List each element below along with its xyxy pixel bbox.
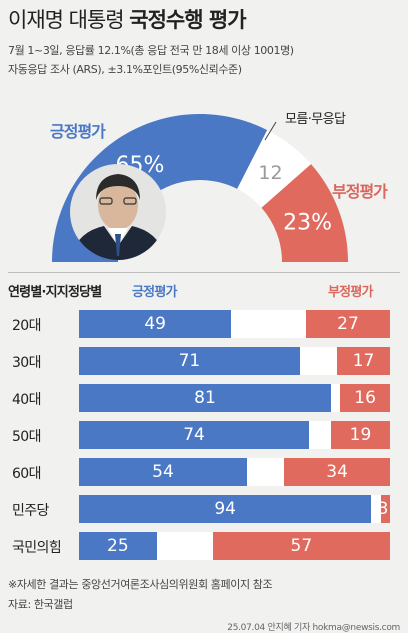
bar-category-label: 30대	[12, 355, 42, 371]
donut-segment-dont-know	[237, 130, 312, 208]
bar-value-negative: 34	[326, 462, 348, 482]
donut-segment-negative	[261, 164, 348, 262]
bar-value-negative: 16	[354, 388, 376, 408]
bar-positive	[79, 421, 310, 449]
bar-negative	[212, 532, 390, 560]
bar-chart-title: 연령별·지지정당별	[8, 285, 102, 300]
donut-label-positive: 긍정평가	[50, 122, 106, 141]
bar-positive	[79, 458, 247, 486]
bar-category-label: 40대	[12, 392, 42, 408]
bar-category-label: 20대	[12, 318, 42, 334]
legend-negative: 부정평가	[328, 285, 373, 300]
bar-positive	[79, 310, 232, 338]
bar-value-positive: 71	[178, 351, 201, 371]
bar-value-negative: 19	[349, 425, 372, 445]
page-title: 이재명 대통령 국정수행 평가	[8, 4, 247, 34]
subtitle-survey-method: 자동응답 조사 (ARS), ±3.1%포인트(95%신뢰수준)	[8, 63, 242, 76]
source-note: 자료: 한국갤럽	[8, 598, 73, 611]
bar-category-label: 60대	[12, 466, 42, 482]
footnote: ※자세한 결과는 중앙선거여론조사심의위원회 홈페이지 참조	[8, 578, 273, 591]
president-portrait	[70, 164, 166, 260]
donut-value-dont-know: 12	[258, 162, 282, 184]
donut-label-dont-know: 모름·무응답	[285, 112, 346, 127]
bar-value-negative: 57	[290, 536, 313, 556]
bar-negative	[380, 495, 390, 523]
bar-value-positive: 54	[152, 462, 174, 482]
title-bold: 국정수행 평가	[129, 8, 246, 32]
bar-negative	[306, 310, 390, 338]
bar-category-label: 50대	[12, 429, 42, 445]
bar-positive	[79, 384, 331, 412]
legend-positive: 긍정평가	[132, 285, 177, 300]
bar-negative	[284, 458, 390, 486]
bar-value-negative: 3	[377, 499, 389, 519]
bar-category-label: 국민의힘	[12, 540, 62, 556]
bar-category-label: 민주당	[12, 503, 49, 519]
bar-value-positive: 25	[107, 536, 129, 556]
subtitle-survey-period: 7월 1~3일, 응답률 12.1%(총 응답 전국 만 18세 이상 1001…	[8, 44, 294, 57]
section-divider	[8, 272, 400, 273]
bar-positive	[79, 532, 157, 560]
title-light: 이재명 대통령	[8, 8, 130, 32]
bar-value-positive: 49	[144, 314, 166, 334]
bar-value-positive: 74	[183, 425, 205, 445]
donut-value-negative: 23%	[283, 210, 332, 235]
bar-positive	[79, 347, 300, 375]
bar-value-positive: 94	[214, 499, 236, 519]
bar-value-negative: 17	[352, 351, 375, 371]
bar-positive	[79, 495, 372, 523]
donut-label-negative: 부정평가	[332, 182, 388, 201]
bar-negative	[330, 421, 390, 449]
byline-credit: 25.07.04 안지혜 기자 hokma@newsis.com	[227, 623, 400, 633]
bar-value-negative: 27	[337, 314, 359, 334]
bar-value-positive: 81	[194, 388, 216, 408]
bar-negative	[337, 347, 390, 375]
bar-negative	[340, 384, 390, 412]
